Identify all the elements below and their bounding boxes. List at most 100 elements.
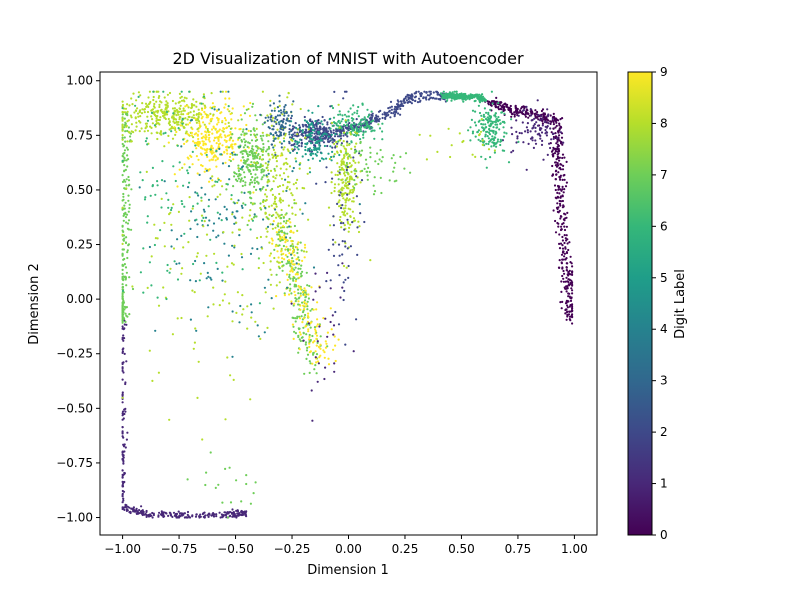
data-point (450, 144, 453, 147)
data-point (259, 337, 262, 340)
data-point (177, 123, 180, 126)
data-point (230, 511, 233, 514)
data-point (485, 111, 488, 114)
data-point (217, 139, 220, 142)
data-point (261, 150, 265, 153)
data-point (217, 119, 220, 122)
data-point (349, 156, 352, 159)
data-point (469, 126, 472, 129)
data-point (151, 379, 154, 382)
data-point (298, 163, 301, 166)
data-point (281, 260, 284, 263)
data-point (336, 151, 339, 154)
data-point (121, 248, 124, 251)
data-point (276, 114, 279, 117)
data-point (175, 108, 178, 111)
data-point (217, 217, 221, 220)
data-point (245, 123, 248, 127)
data-point (571, 303, 574, 306)
data-point (137, 91, 140, 94)
data-point (282, 172, 286, 175)
data-point (249, 149, 253, 152)
data-point (187, 515, 190, 518)
data-point (209, 148, 212, 151)
data-point (488, 114, 491, 118)
data-point (231, 320, 234, 323)
data-point (237, 177, 240, 180)
data-point (271, 116, 275, 119)
data-point (277, 261, 280, 264)
data-point (331, 146, 334, 149)
data-point (189, 111, 192, 114)
data-point (254, 136, 258, 139)
data-point (555, 121, 558, 124)
data-point (534, 114, 537, 117)
data-point (330, 191, 333, 195)
data-point (554, 231, 558, 234)
data-point (489, 108, 492, 111)
data-point (176, 516, 179, 519)
data-point (501, 149, 504, 152)
data-point (311, 362, 314, 365)
data-point (552, 135, 556, 139)
data-point (379, 109, 382, 112)
data-point (140, 505, 143, 508)
data-point (552, 127, 555, 130)
data-point (192, 140, 195, 143)
data-point (180, 110, 183, 113)
data-point (359, 140, 362, 144)
data-point (343, 113, 347, 116)
data-point (128, 104, 131, 107)
data-point (290, 300, 293, 303)
data-point (322, 317, 325, 320)
data-point (307, 109, 310, 112)
data-point (221, 162, 225, 165)
data-point (289, 277, 292, 280)
data-point (565, 269, 568, 272)
colorbar-tick-label: 7 (660, 168, 668, 182)
data-point (204, 143, 207, 146)
data-point (180, 272, 183, 275)
data-point (367, 166, 370, 169)
data-point (564, 312, 567, 315)
data-point (142, 291, 145, 294)
data-point (479, 130, 483, 133)
data-point (240, 204, 243, 207)
data-point (130, 140, 133, 143)
data-point (121, 473, 124, 476)
data-point (464, 98, 467, 101)
data-point (563, 234, 566, 237)
data-point (306, 300, 309, 303)
data-point (121, 242, 124, 245)
data-point (292, 100, 295, 103)
data-point (312, 126, 315, 129)
data-point (359, 212, 362, 215)
data-point (179, 124, 182, 127)
data-point (293, 224, 296, 228)
data-point (335, 140, 338, 144)
data-point (202, 135, 205, 138)
data-point (316, 137, 319, 140)
data-point (289, 287, 292, 290)
data-point (199, 112, 202, 115)
data-point (123, 159, 126, 162)
colorbar-tick-label: 8 (660, 116, 668, 130)
data-point (131, 287, 135, 291)
data-point (283, 237, 286, 241)
data-point (389, 100, 393, 103)
data-point (290, 302, 293, 305)
data-point (557, 188, 560, 191)
data-point (398, 104, 401, 108)
data-point (554, 161, 557, 164)
data-point (342, 162, 345, 165)
data-point (173, 121, 176, 124)
data-point (299, 308, 302, 311)
data-point (151, 185, 154, 188)
data-point (231, 508, 234, 511)
data-point (229, 112, 232, 116)
data-point (199, 513, 202, 516)
chart-title: 2D Visualization of MNIST with Autoencod… (172, 49, 524, 68)
data-point (561, 244, 564, 247)
data-point (539, 115, 543, 118)
data-point (196, 134, 199, 137)
